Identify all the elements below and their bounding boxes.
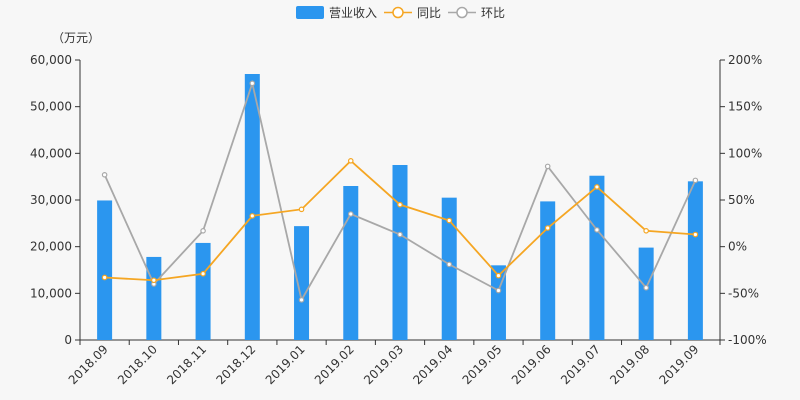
bar-revenue [441,197,457,340]
bar-revenue [540,201,556,340]
point-mom [249,80,256,87]
bar-revenue [343,186,359,340]
unit-label: （万元） [52,31,100,45]
x-tick-label: 2019.07 [558,342,603,387]
point-mom [544,163,551,170]
x-tick-label: 2019.04 [410,342,455,387]
bar-revenue [146,256,162,340]
lines [101,79,699,303]
bar-revenue [294,226,310,340]
point-yoy [298,206,305,213]
y-left-tick-label: 40,000 [30,146,72,160]
point-mom [643,284,649,291]
x-tick-label: 2018.10 [115,342,160,387]
point-mom [594,227,600,233]
bar-revenue [687,181,703,340]
legend-marker-mom [456,6,468,19]
x-tick-label: 2019.01 [263,342,308,387]
point-yoy [101,274,108,281]
bar-revenue [97,200,113,340]
point-yoy [200,270,206,277]
y-left-tick-label: 30,000 [30,193,72,207]
point-yoy [249,213,256,219]
x-tick-label: 2019.09 [657,342,702,387]
point-yoy [594,184,600,190]
point-mom [101,172,108,178]
y-right-tick-label: -50% [728,286,759,300]
legend-label-mom: 环比 [481,6,505,20]
y-right-tick-label: 200% [728,53,762,67]
point-yoy [544,225,551,231]
bar-revenue [244,74,260,340]
bars [97,74,703,340]
x-tick-label: 2019.02 [312,342,357,387]
bar-revenue [589,175,605,340]
y-right-tick-label: 150% [728,100,762,114]
point-yoy [151,277,157,284]
point-mom [495,287,502,294]
y-left-tick-label: 50,000 [30,100,72,114]
point-yoy [692,231,699,238]
legend-marker-yoy [392,6,404,19]
point-yoy [446,217,453,224]
legend-label-yoy: 同比 [417,6,441,20]
x-tick-label: 2018.09 [66,342,111,387]
point-mom [200,228,206,234]
x-tick-label: 2019.06 [509,342,554,387]
point-mom [347,211,354,217]
y-left-tick-label: 20,000 [30,240,72,254]
legend-label-revenue: 营业收入 [329,6,377,20]
x-tick-label: 2018.11 [164,342,209,387]
y-right-tick-label: -100% [728,333,767,347]
point-yoy [397,201,403,208]
legend-swatch-revenue [296,6,324,19]
y-right-tick-label: 0% [728,240,747,254]
x-tick-label: 2019.03 [361,342,406,387]
x-tick-label: 2019.08 [607,342,652,387]
y-left-tick-label: 10,000 [30,286,72,300]
y-left-tick-label: 60,000 [30,53,72,67]
y-left-tick-label: 0 [64,333,72,347]
legend: 营业收入 同比 环比 [296,6,505,20]
point-mom [397,231,403,238]
point-mom [446,261,453,268]
x-axis-labels: 2018.09 2018.10 2018.11 2018.12 2019.01 2019.… [66,342,702,387]
point-yoy [643,228,649,234]
x-tick-label: 2018.12 [213,342,258,387]
bar-revenue [392,165,408,340]
y-right-tick-label: 100% [728,146,762,160]
x-tick-label: 2019.05 [460,342,505,387]
point-yoy [495,272,502,279]
y-right-tick-label: 50% [728,193,755,207]
point-mom [298,297,305,303]
point-mom [692,177,699,184]
bar-revenue [195,242,211,340]
bar-revenue [490,265,506,340]
point-yoy [347,158,354,164]
bar-revenue [638,247,654,340]
